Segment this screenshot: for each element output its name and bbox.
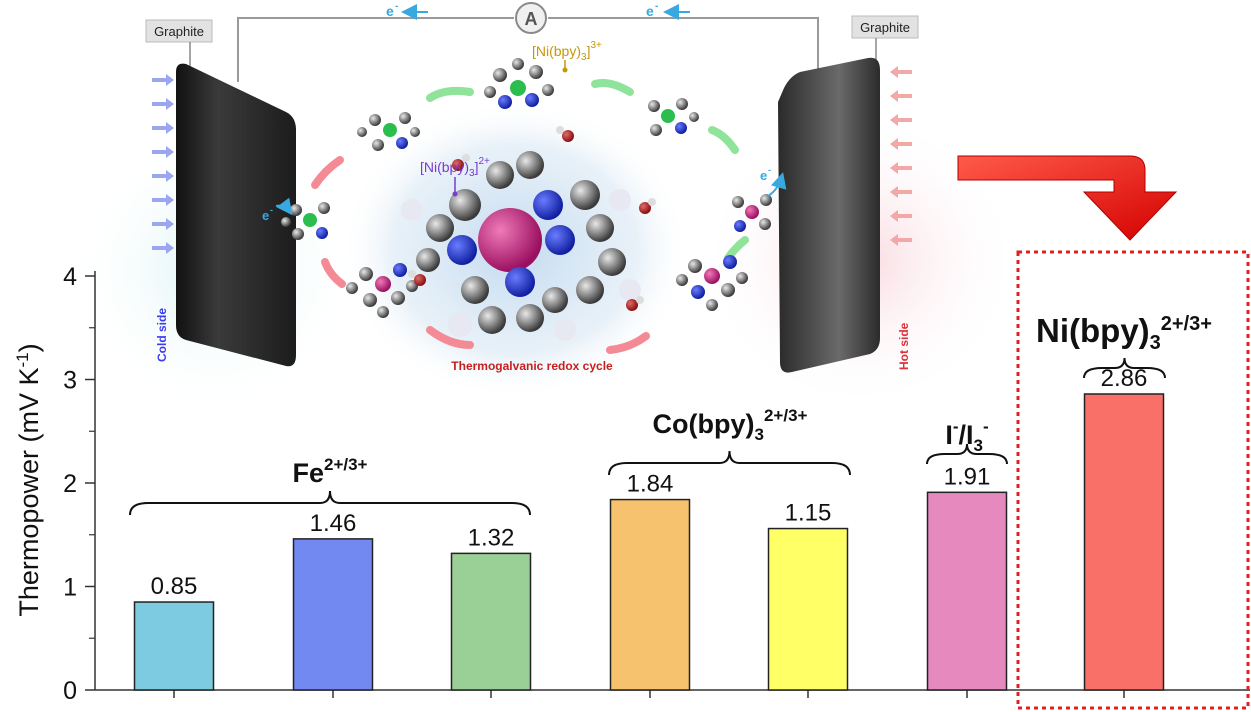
circuit-wire-left — [237, 17, 514, 82]
highlight-box — [1016, 250, 1250, 710]
group-label: I-/I3- — [945, 417, 988, 455]
electron-label: e — [262, 208, 269, 223]
cold-side-label: Cold side — [155, 308, 169, 362]
complex-upper-right — [648, 98, 699, 136]
electron-sup: - — [270, 205, 273, 215]
bar — [609, 498, 691, 691]
y-tick-label: 4 — [63, 263, 77, 291]
group-label: Co(bpy)32+/3+ — [653, 406, 808, 444]
y-tick-label: 2 — [63, 470, 77, 498]
graphite-label-box — [145, 19, 213, 43]
electron-arrow-icon — [275, 197, 293, 216]
electron-sup: - — [768, 165, 771, 175]
electron-right-electrode: e - — [760, 165, 787, 197]
y-ticks: 0 1 2 3 4 — [63, 263, 95, 705]
y-tick-label: 1 — [63, 574, 77, 602]
hot-arrows — [890, 66, 912, 246]
electron-label: e — [760, 168, 767, 183]
bar-value-label: 2.86 — [1101, 365, 1148, 392]
group-brackets — [129, 357, 1166, 516]
bar-value-label: 1.91 — [944, 463, 991, 490]
cycle-arrow — [591, 79, 634, 96]
cycle-arrow — [311, 156, 344, 189]
y-tick-label: 3 — [63, 367, 77, 395]
cycle-arrow — [426, 86, 474, 102]
complex-left — [281, 202, 330, 240]
big-red-arrow-icon — [957, 155, 1178, 241]
cold-electrode — [176, 63, 296, 367]
schematic: A e - e - Graphite Graphite — [75, 1, 1020, 410]
hot-electrode — [778, 57, 880, 373]
cycle-arrow — [426, 326, 474, 349]
graphite-label-box — [851, 15, 919, 39]
wire-electron-left: e - — [386, 1, 428, 20]
x-ticks — [173, 690, 1125, 698]
graphite-label-text: Graphite — [860, 20, 910, 35]
hot-side-label: Hot side — [897, 322, 911, 370]
bar — [133, 601, 215, 691]
water-molecules — [408, 126, 656, 311]
complex-lower-left — [346, 263, 418, 318]
cold-arrows — [152, 74, 174, 254]
cycle-arrows — [311, 79, 749, 354]
group-bracket — [1083, 357, 1166, 379]
electron-label: e — [646, 3, 654, 19]
cycle-arrow — [606, 332, 650, 354]
ammeter: A — [515, 2, 547, 34]
circuit-wire-right — [548, 17, 819, 78]
cycle-arrow — [321, 258, 346, 288]
electron-label: e — [386, 3, 394, 19]
bar — [1083, 393, 1165, 691]
group-bracket — [129, 490, 531, 516]
bar — [292, 538, 374, 691]
ni3-label: [Ni(bpy)3]3+ — [532, 40, 602, 73]
group-bracket — [926, 443, 1008, 465]
complex-top — [484, 58, 554, 109]
bar-value-label: 1.84 — [627, 471, 674, 498]
cycle-arrow — [708, 126, 739, 154]
group-labels: Fe2+/3+ Co(bpy)32+/3+ I-/I3- Ni(bpy)32+/3+ — [292, 312, 1211, 488]
complex-lower-right — [676, 255, 748, 311]
schematic-caption: Thermogalvanic redox cycle — [451, 359, 613, 373]
ni2-label-text: [Ni(bpy)3]2+ — [420, 156, 490, 179]
electron-left-electrode: e - — [262, 197, 293, 223]
bars — [133, 393, 1165, 691]
central-ni-complex — [401, 151, 641, 341]
wire-electron-right: e - — [646, 1, 690, 20]
graphite-label-text: Graphite — [154, 24, 204, 39]
bar — [450, 552, 532, 691]
bar-value-label: 1.46 — [310, 510, 357, 537]
y-axis-label: Thermopower (mV K-1) — [13, 343, 44, 616]
bar-value-label: 1.15 — [785, 500, 832, 527]
bar — [767, 527, 849, 691]
bar-chart: 0 1 2 3 4 0.85 1.46 1.32 1.84 1.15 1.91 2.86 Fe2+/… — [13, 250, 1250, 710]
bar-value-label: 0.85 — [151, 573, 198, 600]
y-tick-label: 0 — [63, 677, 77, 705]
ammeter-label: A — [525, 9, 538, 29]
bar-labels: 0.85 1.46 1.32 1.84 1.15 1.91 2.86 — [151, 365, 1148, 600]
electron-arrow-icon — [767, 172, 787, 197]
electron-sup: - — [395, 1, 398, 12]
ammeter-circle — [515, 2, 547, 34]
group-label: Fe2+/3+ — [292, 455, 367, 488]
ni3-label-text: [Ni(bpy)3]3+ — [532, 40, 602, 63]
ni2-label: [Ni(bpy)3]2+ — [420, 156, 490, 197]
complex-upper-left — [357, 112, 420, 151]
electron-sup: - — [655, 1, 658, 12]
bar-value-label: 1.32 — [468, 524, 515, 551]
graphite-label-left: Graphite — [145, 19, 213, 72]
group-label: Ni(bpy)32+/3+ — [1036, 312, 1212, 354]
bar — [926, 491, 1008, 691]
graphite-label-right: Graphite — [851, 15, 919, 78]
complex-right — [732, 194, 772, 232]
group-bracket — [608, 450, 851, 476]
